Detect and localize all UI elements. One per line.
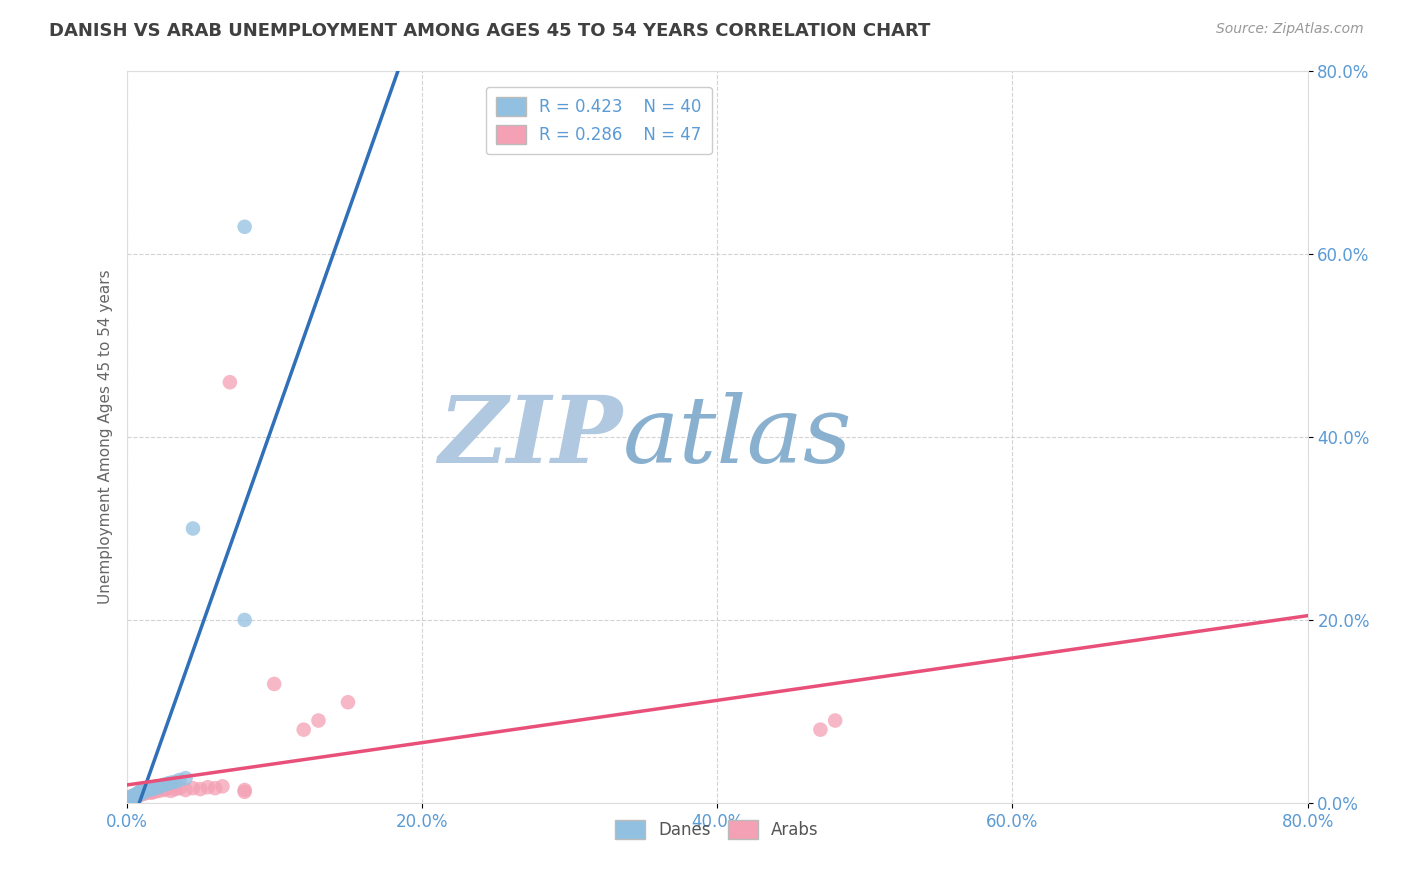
Point [127, 789, 149, 803]
Point [127, 787, 149, 801]
Point [139, 781, 162, 796]
Text: atlas: atlas [623, 392, 852, 482]
Point [263, 677, 285, 691]
Point [129, 787, 153, 801]
Point [169, 781, 191, 796]
Point [148, 780, 170, 795]
Point [124, 788, 146, 802]
Point [135, 785, 157, 799]
Point [197, 780, 219, 795]
Point [211, 780, 233, 794]
Point [128, 787, 150, 801]
Point [117, 794, 139, 808]
Point [188, 782, 212, 797]
Point [174, 771, 197, 785]
Point [118, 793, 141, 807]
Point [150, 779, 173, 793]
Text: DANISH VS ARAB UNEMPLOYMENT AMONG AGES 45 TO 54 YEARS CORRELATION CHART: DANISH VS ARAB UNEMPLOYMENT AMONG AGES 4… [49, 22, 931, 40]
Point [233, 783, 256, 797]
Point [141, 782, 163, 797]
Point [169, 772, 191, 787]
Point [129, 788, 153, 802]
Point [138, 784, 160, 798]
Point [143, 781, 166, 796]
Point [233, 785, 256, 799]
Point [165, 782, 187, 797]
Point [153, 783, 176, 797]
Point [181, 781, 204, 796]
Point [122, 790, 145, 805]
Point [142, 784, 165, 798]
Point [142, 780, 165, 795]
Point [121, 791, 143, 805]
Point [308, 714, 330, 728]
Point [143, 785, 166, 799]
Point [160, 784, 183, 798]
Point [115, 795, 138, 809]
Point [134, 787, 156, 801]
Point [153, 778, 176, 792]
Point [124, 789, 146, 804]
Point [219, 375, 242, 389]
Point [129, 784, 153, 798]
Point [122, 791, 145, 805]
Point [204, 781, 226, 796]
Point [145, 780, 167, 794]
Point [337, 695, 360, 709]
Y-axis label: Unemployment Among Ages 45 to 54 years: Unemployment Among Ages 45 to 54 years [97, 269, 112, 605]
Point [132, 785, 155, 799]
Point [125, 788, 148, 802]
Point [128, 785, 150, 799]
Point [136, 782, 159, 797]
Point [135, 784, 157, 798]
Text: ZIP: ZIP [439, 392, 623, 482]
Point [117, 792, 139, 806]
Point [233, 613, 256, 627]
Point [136, 786, 159, 800]
Point [141, 786, 163, 800]
Point [292, 723, 315, 737]
Point [118, 792, 141, 806]
Point [233, 219, 256, 234]
Point [165, 774, 187, 789]
Point [124, 789, 146, 804]
Point [160, 775, 183, 789]
Point [156, 781, 179, 796]
Point [115, 795, 138, 809]
Point [118, 790, 141, 805]
Point [824, 714, 846, 728]
Point [122, 789, 145, 803]
Point [121, 790, 143, 805]
Point [117, 794, 139, 808]
Point [156, 776, 179, 790]
Point [174, 783, 197, 797]
Point [125, 789, 148, 803]
Point [117, 793, 139, 807]
Point [148, 784, 170, 798]
Point [120, 790, 142, 805]
Point [120, 791, 142, 805]
Point [132, 786, 155, 800]
Point [145, 783, 167, 797]
Point [139, 785, 162, 799]
Point [118, 791, 141, 805]
Point [121, 789, 143, 804]
Legend: Danes, Arabs: Danes, Arabs [609, 814, 825, 846]
Point [120, 793, 142, 807]
Point [181, 521, 204, 535]
Text: Source: ZipAtlas.com: Source: ZipAtlas.com [1216, 22, 1364, 37]
Point [810, 723, 832, 737]
Point [120, 789, 142, 804]
Point [150, 782, 173, 797]
Point [138, 783, 160, 797]
Point [134, 783, 156, 797]
Point [122, 789, 145, 803]
Point [127, 786, 149, 800]
